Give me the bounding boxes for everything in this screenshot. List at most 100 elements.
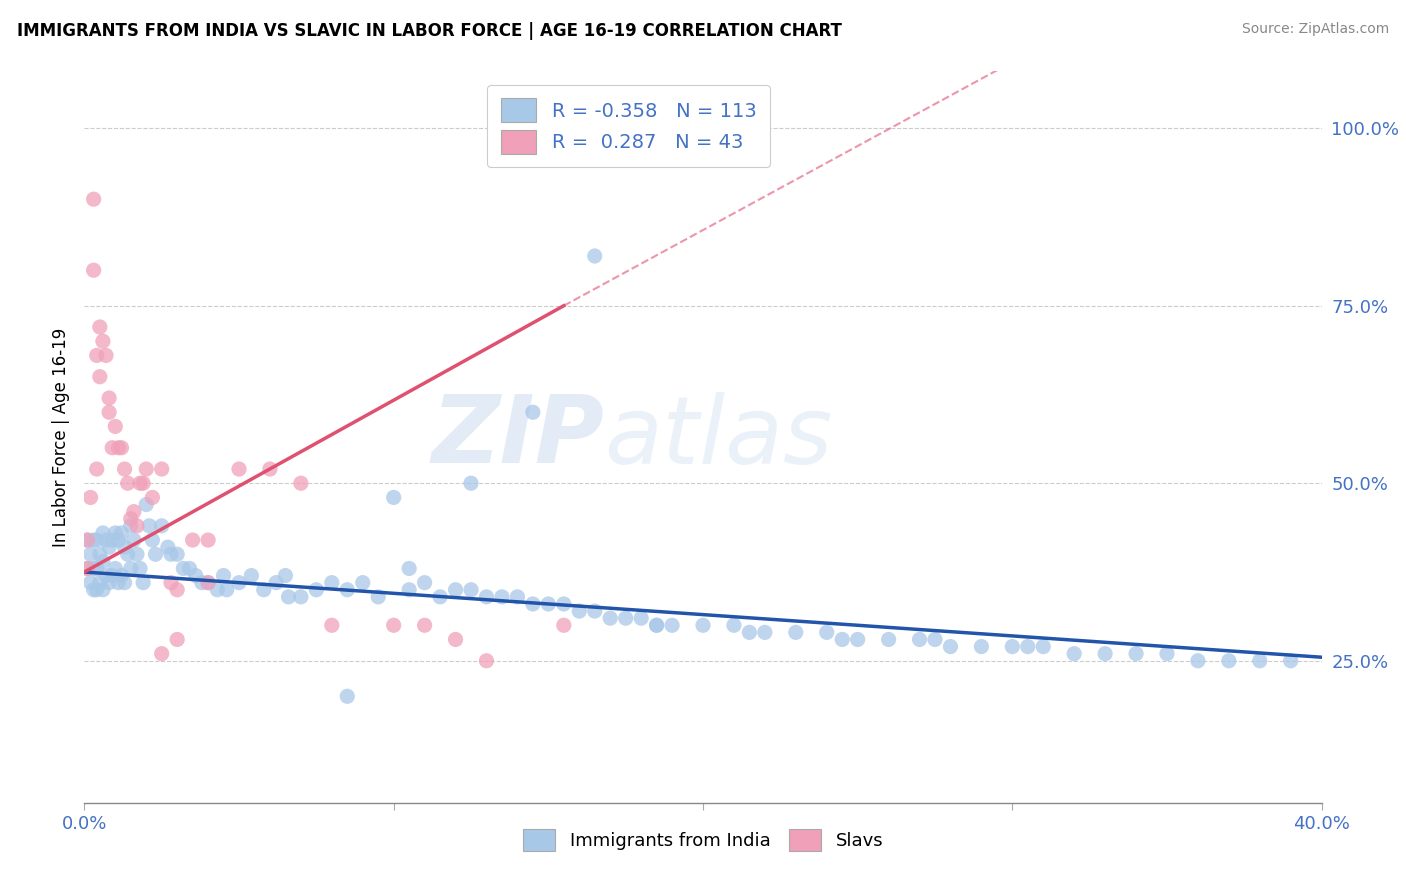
Point [122,505,145,519]
Point [460,582,482,597]
Text: Source: ZipAtlas.com: Source: ZipAtlas.com [1241,22,1389,37]
Point [382,618,405,632]
Point [692,618,714,632]
Point [138,519,160,533]
Point [94,348,117,362]
Point [723,618,745,632]
Point [630,611,652,625]
Point [160,547,183,561]
Point [104,525,127,540]
Point [197,575,219,590]
Point [132,476,155,491]
Point [86,561,108,575]
Point [101,441,124,455]
Y-axis label: In Labor Force | Age 16-19: In Labor Force | Age 16-19 [52,327,70,547]
Point [877,632,900,647]
Point [1032,640,1054,654]
Point [228,462,250,476]
Point [76,561,98,575]
Point [537,597,560,611]
Point [522,597,544,611]
Point [444,582,467,597]
Point [120,519,142,533]
Point [135,462,157,476]
Point [98,540,121,554]
Point [89,575,111,590]
Point [181,533,204,547]
Point [107,441,129,455]
Point [908,632,931,647]
Point [125,547,148,561]
Point [413,618,436,632]
Point [207,582,229,597]
Point [94,568,117,582]
Point [413,575,436,590]
Point [83,561,105,575]
Point [120,561,142,575]
Point [352,575,374,590]
Point [645,618,668,632]
Point [79,491,101,505]
Point [583,604,606,618]
Point [599,611,621,625]
Point [86,533,108,547]
Point [1017,640,1039,654]
Point [172,561,194,575]
Point [614,611,637,625]
Point [259,462,281,476]
Point [98,575,121,590]
Point [166,632,188,647]
Point [91,525,114,540]
Point [86,348,108,362]
Point [274,568,297,582]
Point [305,582,328,597]
Point [429,590,451,604]
Point [939,640,962,654]
Text: atlas: atlas [605,392,832,483]
Point [212,568,235,582]
Point [336,690,359,704]
Point [104,561,127,575]
Point [129,561,152,575]
Point [264,575,287,590]
Point [122,533,145,547]
Point [583,249,606,263]
Point [76,533,98,547]
Point [398,561,420,575]
Point [738,625,761,640]
Point [94,533,117,547]
Point [166,547,188,561]
Point [114,575,136,590]
Point [79,575,101,590]
Point [76,561,98,575]
Point [141,533,163,547]
Point [754,625,776,640]
Point [522,405,544,419]
Point [1156,647,1178,661]
Point [98,391,121,405]
Point [125,519,148,533]
Point [89,547,111,561]
Point [846,632,869,647]
Point [110,441,132,455]
Point [129,476,152,491]
Point [160,575,183,590]
Point [107,533,129,547]
Point [141,491,163,505]
Point [382,491,405,505]
Point [110,568,132,582]
Point [107,575,129,590]
Point [815,625,838,640]
Point [86,582,108,597]
Point [86,462,108,476]
Point [114,540,136,554]
Point [89,320,111,334]
Point [553,618,575,632]
Point [1187,654,1209,668]
Point [98,405,121,419]
Point [970,640,993,654]
Point [831,632,853,647]
Point [166,582,188,597]
Point [101,568,124,582]
Point [398,582,420,597]
